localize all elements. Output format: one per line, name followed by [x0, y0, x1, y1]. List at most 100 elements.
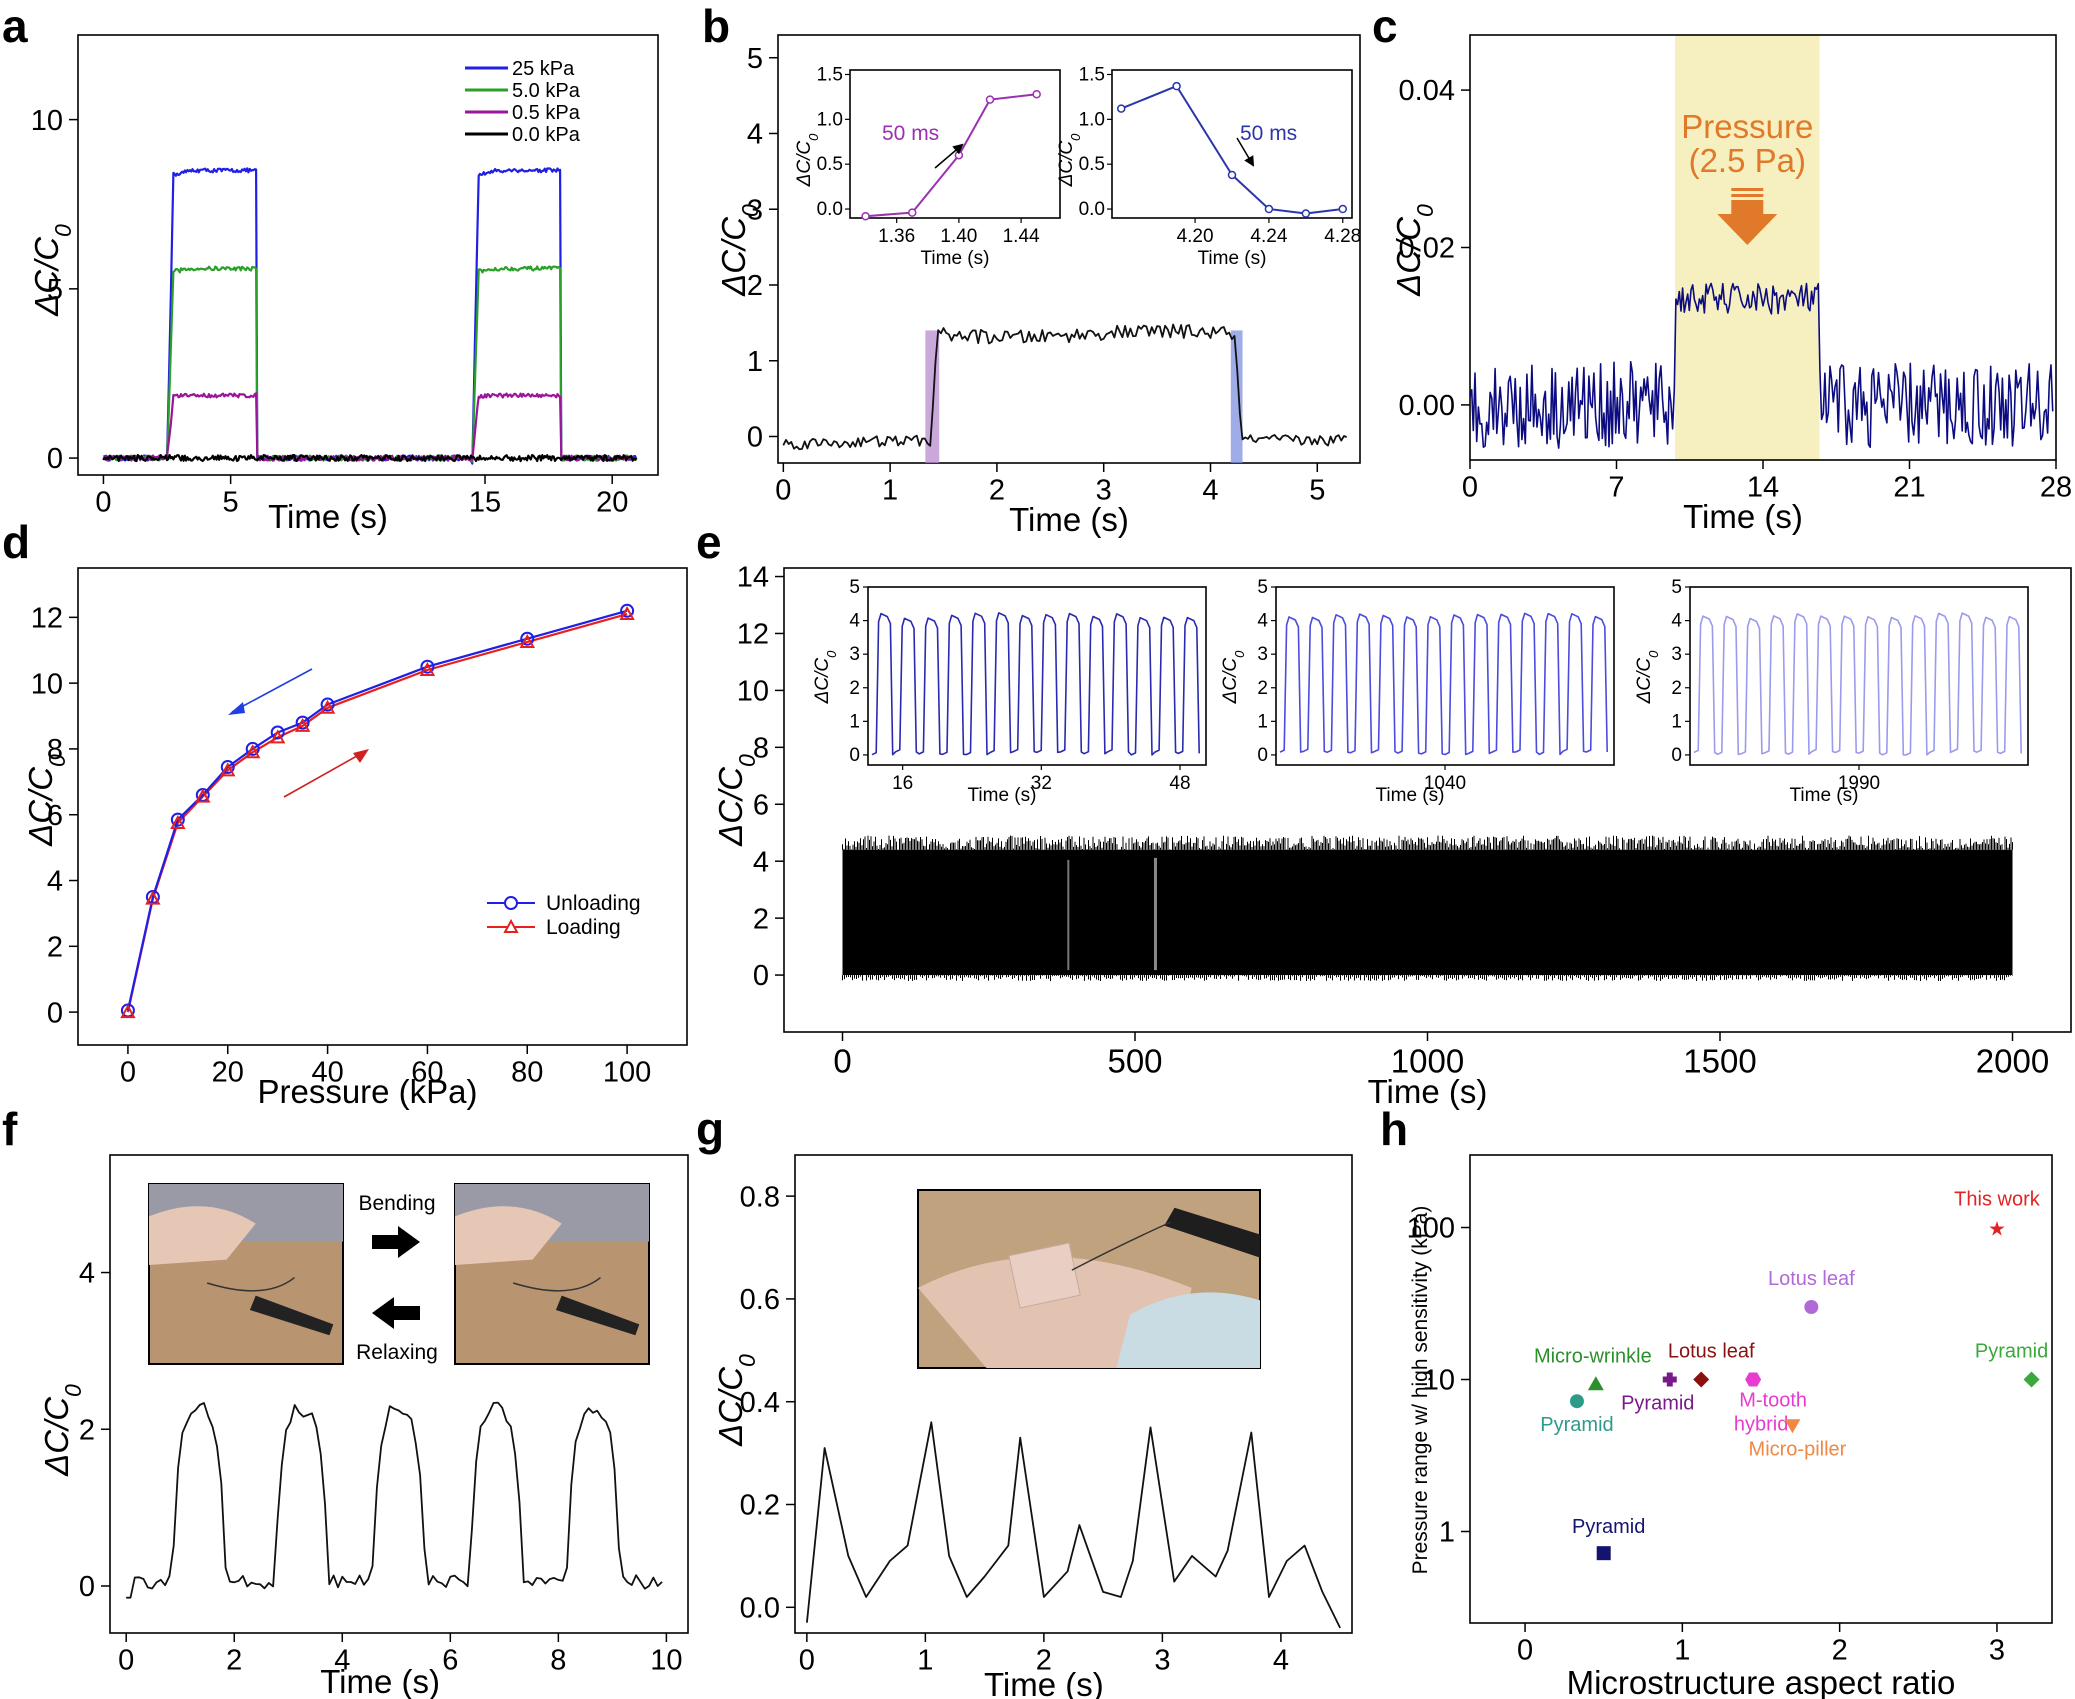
panel-d-series-line	[126, 613, 628, 1013]
panel-b-inset-marker	[985, 95, 995, 104]
panel-b-inset-marker	[1032, 89, 1041, 99]
panel-d-xtick-label: 60	[411, 1057, 443, 1089]
panel-g-ytick-label: 0.0	[740, 1592, 780, 1624]
panel-e-inset-line	[1279, 612, 1608, 756]
panel-a-ytick-label: 10	[31, 105, 63, 137]
panel-d-unloading-arrowhead	[228, 702, 245, 715]
panel-b-inset-arrow	[934, 143, 964, 169]
panel-d-marker-circle	[170, 812, 185, 827]
panel-e-inset-ylabel: ΔC/C0	[1220, 650, 1247, 704]
panel-d-series-line	[126, 609, 628, 1011]
panel-h-ytick-label: 100	[1407, 1213, 1455, 1245]
panel-d-marker-triangle	[170, 814, 186, 829]
panel-e-inset-ylabel-main: ΔC/C	[1220, 658, 1241, 705]
panel-f-photo-relaxing-clip	[555, 1295, 640, 1336]
panel-h-ylabel: Pressure range w/ high sensitivity (kPa)	[1409, 1206, 1432, 1575]
panel-f-photo-bending-arm	[149, 1206, 256, 1265]
panel-c-arrow-stripe	[1731, 194, 1764, 197]
panel-b-inset-marker	[954, 150, 964, 160]
panel-b-inset-marker	[907, 208, 917, 217]
panel-c-signal-line	[1469, 282, 2054, 449]
panel-g-xlabel: Time (s)	[984, 1666, 1104, 1699]
panel-e-inset-frame	[1275, 586, 1615, 766]
panel-g-photo-sleeve	[1116, 1292, 1260, 1368]
panel-d-ylabel: ΔC/C0	[22, 754, 70, 847]
panel-b-inset-marker	[1172, 81, 1181, 91]
panel-b-inset-xtick-label: 1.44	[1003, 226, 1040, 247]
panel-e-inset-frame	[1689, 586, 2029, 766]
panel-e-inset-xtick-label: 1040	[1424, 773, 1466, 794]
panel-d-marker-triangle	[195, 788, 211, 803]
panel-e-inset-ytick-label: 2	[1257, 678, 1268, 699]
panel-d-ylabel-main: ΔC/C	[22, 766, 59, 847]
panel-f-photo-bending-wire	[206, 1277, 295, 1292]
panel-b-inset-ytick-label: 1.0	[817, 109, 843, 130]
panel-b-inset-frame	[849, 69, 1061, 219]
panel-d-legend-marker	[503, 918, 519, 933]
panel-d-marker-triangle	[220, 762, 236, 777]
panel-f-left-arrow-icon	[372, 1297, 420, 1329]
panel-d-loading-arrow-icon	[283, 751, 365, 798]
panel-f-bending-label: Bending	[358, 1192, 435, 1215]
panel-e-inset-ytick-label: 1	[1257, 711, 1268, 732]
panel-a-ylabel-main: ΔC/C	[28, 236, 65, 317]
panel-g-photo-wire	[1071, 1221, 1172, 1271]
panel-b-inset-marker	[1338, 204, 1348, 214]
panel-h-marker-plus	[1662, 1372, 1677, 1387]
panel-c-pressure-highlight	[1675, 35, 1820, 460]
panel-e-ylabel: ΔC/C0	[712, 754, 760, 847]
panel-b-ylabel: ΔC/C0	[715, 204, 763, 297]
panel-c-xtick-label: 7	[1608, 472, 1624, 504]
panel-f-xtick-label: 8	[550, 1645, 566, 1677]
panel-e-inset-ytick-label: 3	[1257, 644, 1268, 665]
panel-b-inset-xlabel: Time (s)	[1198, 248, 1267, 269]
panel-b-ytick-label: 5	[747, 43, 763, 75]
panel-f-ytick-label: 0	[79, 1571, 95, 1603]
panel-e-ytick-label: 12	[737, 619, 769, 651]
panel-a-ylabel-sub: 0	[50, 224, 76, 237]
panel-g-xtick-label: 1	[917, 1645, 933, 1677]
panel-a-legend-label: 25 kPa	[512, 58, 575, 80]
panel-d-marker-circle	[295, 715, 310, 730]
panel-h-marker-triangle	[1587, 1376, 1604, 1391]
panel-c-xtick-label: 14	[1747, 472, 1779, 504]
panel-e-ytick-label: 6	[753, 789, 769, 821]
panel-e-cycling-troughs	[842, 975, 2013, 982]
panel-b-xtick-label: 2	[989, 475, 1005, 507]
panel-d-marker-circle	[620, 603, 635, 618]
panel-a-series-line	[102, 454, 638, 463]
panel-e-ytick-label: 10	[737, 676, 769, 708]
panel-b-inset-xtick-label: 4.28	[1324, 226, 1361, 247]
panel-label-g: g	[696, 1103, 724, 1155]
panel-h-point-label: Micro-piller	[1749, 1438, 1847, 1460]
panel-d-marker-triangle	[419, 661, 436, 676]
panel-h-xtick-label: 2	[1832, 1635, 1848, 1667]
panel-d-marker-triangle	[269, 729, 286, 744]
panel-c-ylabel: ΔC/C0	[1390, 204, 1438, 297]
panel-b-inset-annotation: 50 ms	[882, 122, 939, 145]
panel-e-inset-ytick-label: 5	[1257, 577, 1268, 598]
panel-b-ytick-label: 1	[747, 346, 763, 378]
panel-d-marker-triangle	[619, 605, 635, 621]
panel-e-xtick-label: 1500	[1683, 1042, 1756, 1079]
panel-c-xlabel: Time (s)	[1683, 498, 1803, 535]
panel-e-inset-ytick-label: 5	[849, 577, 860, 598]
panel-d-marker-circle	[320, 697, 335, 712]
panel-f-photo-relaxing-wire	[512, 1277, 601, 1292]
panel-d-legend-marker	[504, 896, 518, 910]
panel-a-legend-label: 5.0 kPa	[512, 80, 581, 102]
panel-e-inset-ytick-label: 4	[1671, 611, 1682, 632]
panel-e-inset-ylabel: ΔC/C0	[1634, 650, 1661, 704]
panel-b-inset-marker	[1264, 204, 1274, 214]
panel-b-ylabel-main: ΔC/C	[715, 216, 752, 297]
panel-b-xlabel: Time (s)	[1009, 501, 1129, 538]
panel-h-point-label: Pyramid	[1572, 1516, 1645, 1538]
panel-e-inset-ytick-label: 0	[1671, 745, 1682, 766]
panel-b-ytick-label: 0	[747, 422, 763, 454]
panel-label-e: e	[696, 516, 722, 568]
panel-c-ytick-label: 0.04	[1399, 75, 1455, 107]
panel-b-inset-xtick-label: 1.40	[940, 226, 977, 247]
panel-b-inset-ylabel-sub: 0	[806, 133, 821, 141]
panel-a-xtick-label: 5	[223, 487, 239, 519]
